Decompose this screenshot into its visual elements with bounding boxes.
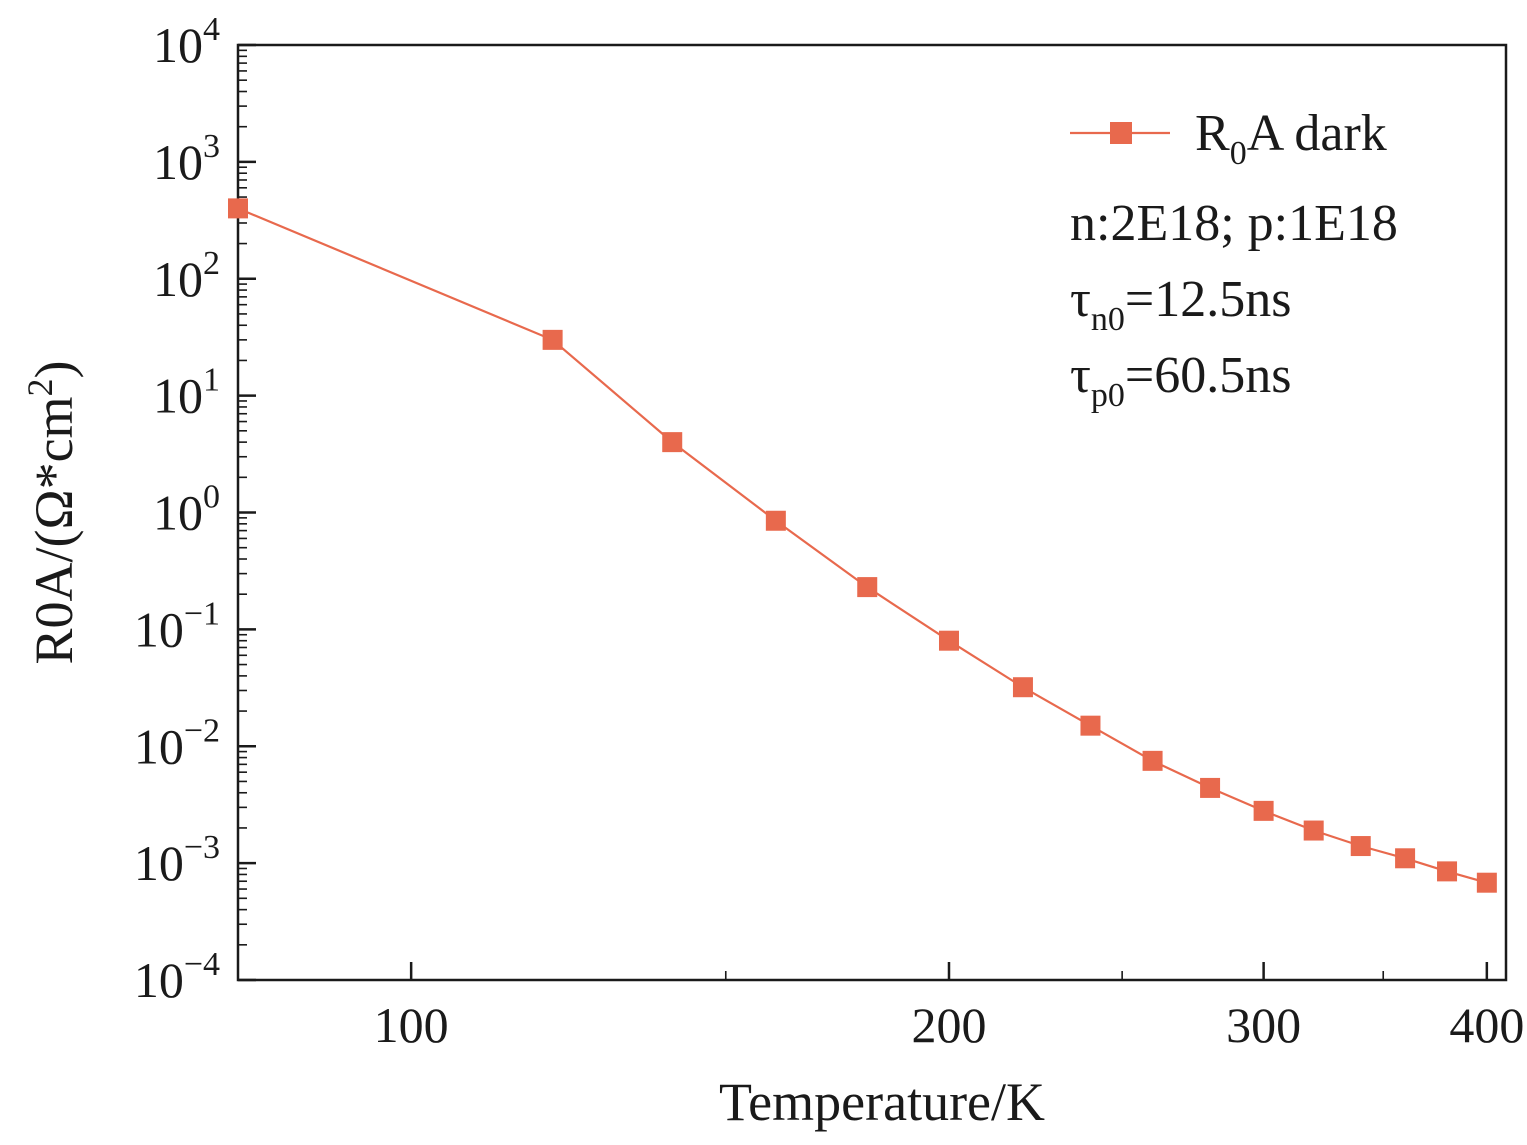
y-axis-title: R0A/(Ω*cm2)	[20, 360, 84, 664]
y-tick-base: 10	[153, 17, 203, 73]
legend-label-subscript: 0	[1230, 135, 1247, 172]
series	[228, 198, 1497, 893]
x-tick-label: 100	[374, 997, 449, 1053]
legend: R0A dark	[1070, 105, 1387, 172]
y-tick-exponent: −4	[184, 946, 220, 983]
y-axis-title-superscript: 2	[20, 378, 60, 396]
y-tick-base: 10	[134, 952, 184, 1008]
annotation-subscript: n0	[1091, 301, 1125, 338]
y-tick-label: 101	[153, 362, 220, 424]
data-point	[857, 577, 878, 598]
data-point	[1200, 777, 1221, 798]
legend-label: R0A dark	[1195, 105, 1387, 172]
y-tick-label: 10−2	[134, 712, 220, 774]
y-tick-exponent: 3	[203, 128, 220, 165]
y-tick-base: 10	[153, 134, 203, 190]
y-tick-exponent: −2	[184, 712, 220, 749]
y-tick-exponent: 0	[203, 479, 220, 516]
y-tick-label: 10−4	[134, 946, 220, 1008]
data-point	[1142, 750, 1163, 771]
data-point	[1437, 861, 1458, 882]
y-axis-title-main: R0A/(Ω*cm	[24, 396, 84, 664]
data-point	[662, 432, 683, 453]
data-point	[1395, 848, 1416, 869]
x-tick-label: 200	[911, 997, 986, 1053]
y-tick-base: 10	[153, 251, 203, 307]
y-axis-title-close: )	[24, 360, 84, 378]
data-point	[765, 510, 786, 531]
legend-label-main: R	[1195, 105, 1230, 162]
annotation-subscript: p0	[1091, 377, 1125, 414]
y-tick-base: 10	[134, 601, 184, 657]
series-line	[237, 207, 1488, 884]
annotation-tau-p0: τp0=60.5ns	[1070, 347, 1291, 414]
annotation-symbol: τ	[1070, 271, 1091, 328]
y-tick-exponent: −3	[184, 829, 220, 866]
annotation-doping: n:2E18; p:1E18	[1070, 195, 1398, 252]
y-tick-label: 100	[153, 479, 220, 541]
y-tick-base: 10	[134, 718, 184, 774]
y-tick-base: 10	[153, 368, 203, 424]
data-point	[1303, 820, 1324, 841]
data-point	[228, 198, 248, 219]
annotation-tau-n0: τn0=12.5ns	[1070, 271, 1291, 338]
y-tick-base: 10	[134, 835, 184, 891]
x-tick-label: 300	[1226, 997, 1301, 1053]
data-point	[938, 630, 959, 651]
y-tick-exponent: −1	[184, 595, 220, 632]
legend-label-rest: A dark	[1247, 105, 1387, 162]
legend-marker	[1110, 122, 1132, 144]
data-point	[1350, 836, 1371, 857]
y-tick-label: 10−3	[134, 829, 220, 891]
data-point	[1080, 715, 1101, 736]
data-point	[1012, 677, 1033, 698]
annotation-value: =60.5ns	[1125, 347, 1292, 404]
data-point	[1476, 872, 1497, 893]
data-point	[542, 329, 563, 350]
y-tick-label: 104	[153, 11, 220, 73]
x-axis-title: Temperature/K	[719, 1072, 1045, 1132]
y-tick-exponent: 4	[203, 11, 220, 48]
ticks	[238, 43, 1489, 982]
x-tick-label: 400	[1449, 997, 1524, 1053]
y-tick-exponent: 1	[203, 362, 220, 399]
data-point	[1253, 800, 1274, 821]
y-tick-label: 10−1	[134, 595, 220, 657]
y-tick-base: 10	[153, 485, 203, 541]
y-tick-label: 102	[153, 245, 220, 307]
y-tick-label: 103	[153, 128, 220, 190]
y-tick-exponent: 2	[203, 245, 220, 282]
annotation-value: =12.5ns	[1125, 271, 1292, 328]
annotation-symbol: τ	[1070, 347, 1091, 404]
